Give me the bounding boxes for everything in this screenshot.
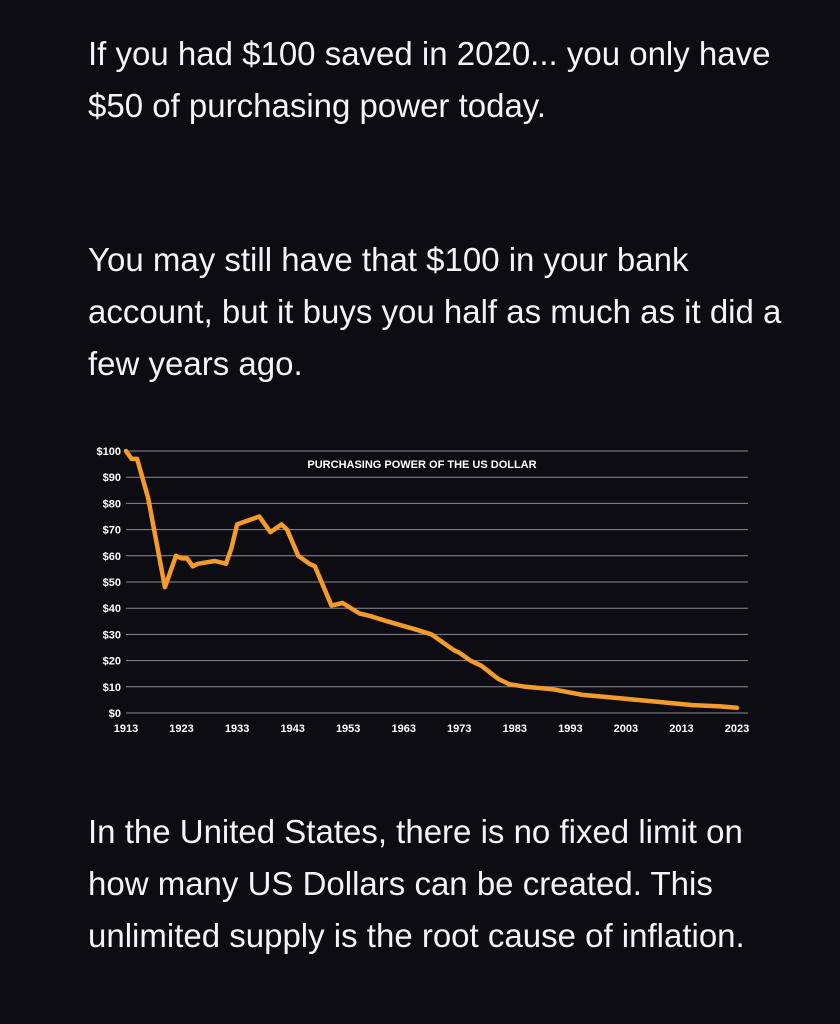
purchasing-power-chart: $0 $10 $20 $30 $40 $50 $60 $70 $80 $90 $100 1913 19… <box>97 446 750 735</box>
x-tick-label: 2003 <box>614 723 638 735</box>
x-tick-label: 1943 <box>280 723 304 735</box>
y-tick-label: $90 <box>103 472 121 484</box>
paragraph-intro: If you had $100 saved in 2020... you onl… <box>88 35 771 124</box>
x-tick-label: 1983 <box>503 723 527 735</box>
y-tick-label: $50 <box>103 577 121 589</box>
paragraph-unlimited-supply: In the United States, there is no fixed … <box>88 813 745 954</box>
chart-title: PURCHASING POWER OF THE US DOLLAR <box>307 459 536 471</box>
x-tick-label: 2023 <box>725 723 749 735</box>
y-tick-label: $30 <box>103 629 121 641</box>
y-tick-label: $100 <box>97 446 121 458</box>
y-tick-label: $20 <box>103 656 121 668</box>
y-tick-label: $60 <box>103 551 121 563</box>
x-tick-label: 1913 <box>114 723 138 735</box>
y-tick-label: $10 <box>103 682 121 694</box>
y-tick-label: $80 <box>103 498 121 510</box>
y-tick-label: $40 <box>103 603 121 615</box>
y-tick-label: $0 <box>109 708 121 720</box>
series-line <box>123 448 740 711</box>
x-tick-label: 1973 <box>447 723 471 735</box>
x-tick-label: 1963 <box>391 723 415 735</box>
x-tick-label: 1993 <box>558 723 582 735</box>
x-tick-label: 1933 <box>225 723 249 735</box>
paragraph-bank-account: You may still have that $100 in your ban… <box>88 241 782 382</box>
y-tick-label: $70 <box>103 525 121 537</box>
x-tick-label: 1923 <box>169 723 193 735</box>
x-tick-label: 1953 <box>336 723 360 735</box>
x-tick-label: 2013 <box>669 723 693 735</box>
